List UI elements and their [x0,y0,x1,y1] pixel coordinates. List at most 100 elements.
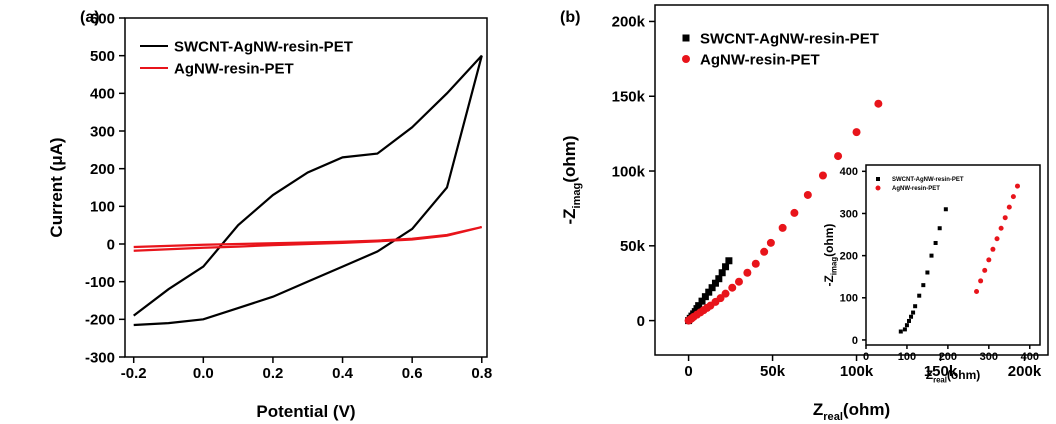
series-line [133,54,483,327]
axis-label: Current (μA) [47,137,66,237]
point [728,283,737,292]
point [933,240,938,245]
x-tick-label: 200 [939,351,957,363]
y-tick-label: 100 [90,199,115,216]
point [701,293,709,301]
axis-label: -Zimag(ohm) [560,135,583,224]
point [913,304,918,309]
axis-label: Potential (V) [256,402,355,421]
point [943,207,948,212]
y-tick-label: 0 [852,335,858,347]
point [902,327,907,332]
x-tick-label: -0.2 [121,365,147,382]
point [994,236,1000,242]
legend-swatch [682,55,690,63]
y-tick-label: 300 [90,123,115,140]
panel-label: (a) [80,9,100,26]
panel-label: (b) [560,9,580,26]
series-line [133,225,483,252]
y-tick-label: 0 [637,313,645,330]
y-tick-label: 600 [90,10,115,27]
point [990,246,996,252]
point [1014,183,1020,189]
legend-label: SWCNT-AgNW-resin-PET [892,177,964,183]
x-tick-label: 100k [840,363,874,380]
x-tick-label: 50k [760,363,786,380]
y-tick-label: 150k [612,88,646,105]
point [852,128,861,137]
y-tick-label: 400 [840,166,858,178]
axis-label-part: (ohm) [822,224,836,257]
point [760,247,769,256]
x-tick-label: 300 [980,351,998,363]
legend-swatch [875,185,881,191]
x-tick-label: 0.4 [332,365,354,382]
y-tick-label: 0 [107,236,115,253]
point [1010,194,1016,200]
x-tick-label: 200k [1008,363,1042,380]
axis-label-part: -Z [560,208,579,224]
point [743,268,752,277]
y-tick-label: 500 [90,48,115,65]
point [917,293,922,298]
axis-label-part: imag [571,182,583,208]
legend-label: AgNW-resin-PET [892,186,940,192]
point [778,223,787,232]
axis-label: -Zimag(ohm) [822,224,839,287]
point [718,269,726,277]
x-tick-label: 0.0 [193,365,214,382]
point [751,259,760,268]
point [909,314,914,319]
x-tick-label: 0.8 [471,365,492,382]
x-tick-label: 0.6 [402,365,423,382]
point [911,310,916,315]
point [695,302,703,310]
point [734,277,743,286]
y-tick-label: 200 [840,250,858,262]
axis-label-part: real [823,411,843,423]
y-tick-label: 300 [840,208,858,220]
point [929,253,934,258]
y-tick-label: 400 [90,86,115,103]
legend-label: SWCNT-AgNW-resin-PET [700,30,879,47]
point [766,238,775,247]
point [898,329,903,334]
point [1006,204,1012,210]
axis-label-part: (ohm) [947,368,980,382]
point [708,284,716,292]
axis-label-part: -Z [822,275,836,286]
plot-frame [865,164,1041,346]
axis-label-part: Current (μA) [47,137,66,237]
axis-label-part: (ohm) [560,135,579,182]
legend-swatch [876,177,880,181]
x-tick-label: 400 [1021,351,1039,363]
point [705,288,713,296]
legend-label: SWCNT-AgNW-resin-PET [174,38,353,55]
y-tick-label: -100 [85,274,115,291]
axis-label-part: real [933,376,947,385]
legend-label: AgNW-resin-PET [700,51,820,68]
point [711,279,719,287]
axis-label: Zreal(ohm) [926,368,981,385]
point [906,318,911,323]
point [937,226,942,231]
point [715,275,723,283]
point [998,225,1004,231]
axis-label-part: (ohm) [843,400,890,419]
point [925,270,930,275]
point [1002,215,1008,221]
point [790,208,799,217]
y-tick-label: 200 [90,161,115,178]
point [904,323,909,328]
x-tick-label: 0.2 [263,365,284,382]
y-tick-label: 50k [620,238,646,255]
legend-label: AgNW-resin-PET [174,60,294,77]
point [874,99,883,108]
point [818,171,827,180]
x-tick-label: 150k [924,363,958,380]
axis-label: Zreal(ohm) [813,400,890,423]
y-tick-label: 100k [612,163,646,180]
x-tick-label: 0 [863,351,869,363]
point [978,278,984,284]
